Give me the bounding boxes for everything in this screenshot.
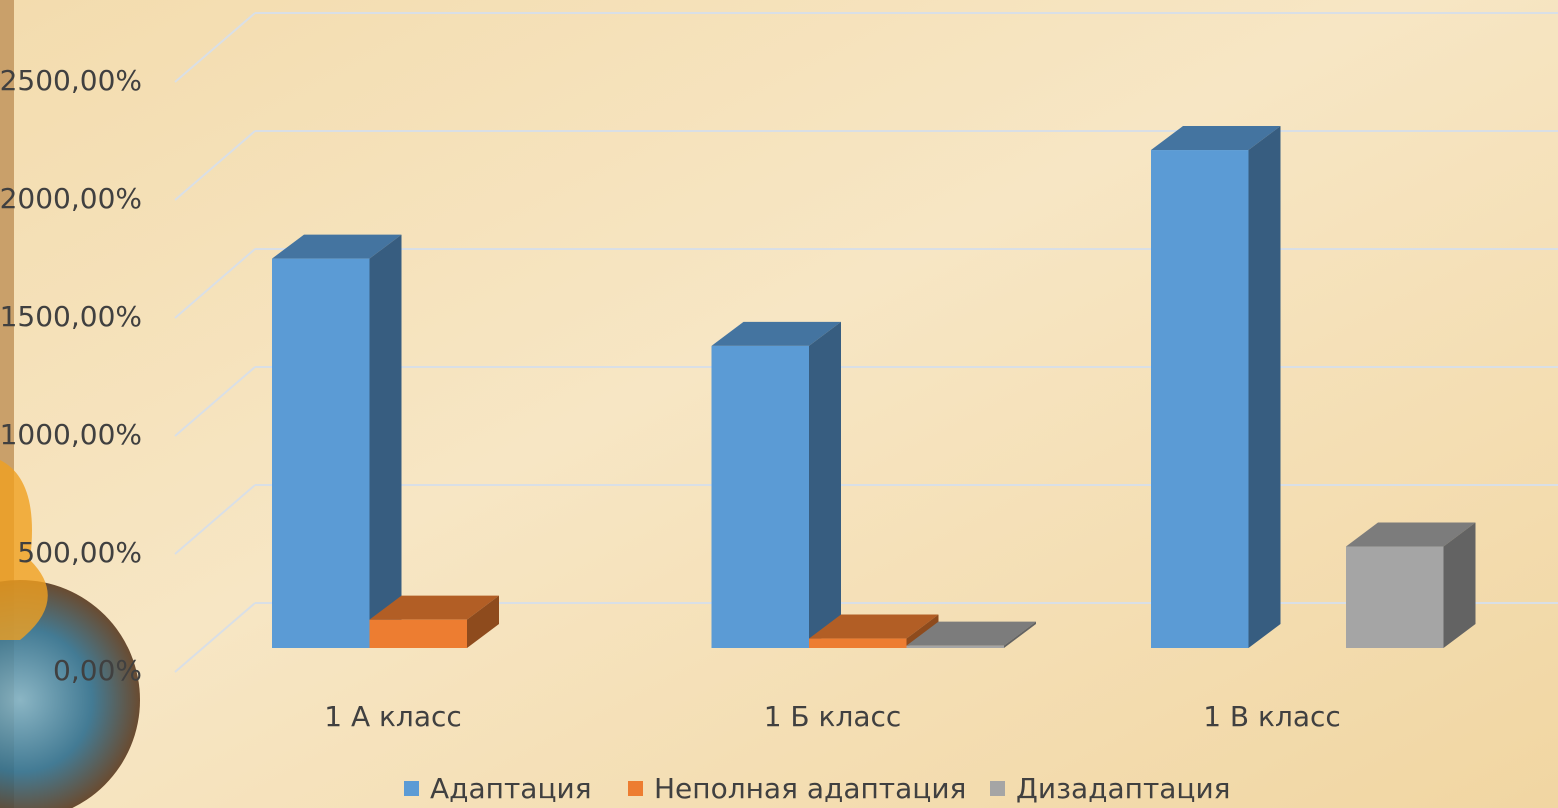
grid-line-side (174, 12, 256, 83)
x-tick-label: 1 Б класс (764, 700, 902, 733)
bar-side (1248, 126, 1281, 649)
grid-line-side (174, 130, 256, 201)
x-tick-label: 1 В класс (1203, 700, 1341, 733)
y-tick-label: 0,00% (53, 654, 142, 687)
legend-swatch (990, 781, 1005, 796)
y-tick-label: 1500,00% (0, 300, 142, 333)
x-tick-label: 1 А класс (324, 700, 462, 733)
bar-top (711, 321, 841, 346)
bar (809, 638, 907, 648)
grid-line-side (174, 248, 256, 319)
grid-line-side (174, 484, 256, 555)
legend-swatch (404, 781, 419, 796)
bar-side (1004, 621, 1036, 648)
y-tick-label: 500,00% (17, 536, 142, 569)
bar-side (1443, 522, 1476, 648)
bar-top (369, 595, 499, 620)
bar (1346, 546, 1444, 648)
bar-side (467, 595, 499, 648)
bar-top (809, 614, 939, 639)
bar-side (809, 321, 841, 648)
legend-swatch (628, 781, 643, 796)
decor-flame (0, 460, 48, 640)
bar-top (1151, 126, 1281, 151)
bar (1151, 150, 1249, 649)
grid-line-side (174, 602, 256, 673)
legend-label: Адаптация (430, 772, 592, 805)
legend-label: Неполная адаптация (654, 772, 966, 805)
bar (906, 645, 1004, 648)
bar (369, 619, 467, 648)
y-tick-label: 2500,00% (0, 64, 142, 97)
y-tick-label: 1000,00% (0, 418, 142, 451)
grid-line-side (174, 366, 256, 437)
bar (711, 345, 809, 648)
legend-label: Дизадаптация (1016, 772, 1231, 805)
bar-top (272, 234, 402, 259)
bar-top (1346, 522, 1476, 547)
bar-top (906, 621, 1036, 646)
y-tick-label: 2000,00% (0, 182, 142, 215)
bar (272, 258, 370, 648)
bar-side (369, 234, 402, 648)
decor-globe (0, 580, 140, 808)
